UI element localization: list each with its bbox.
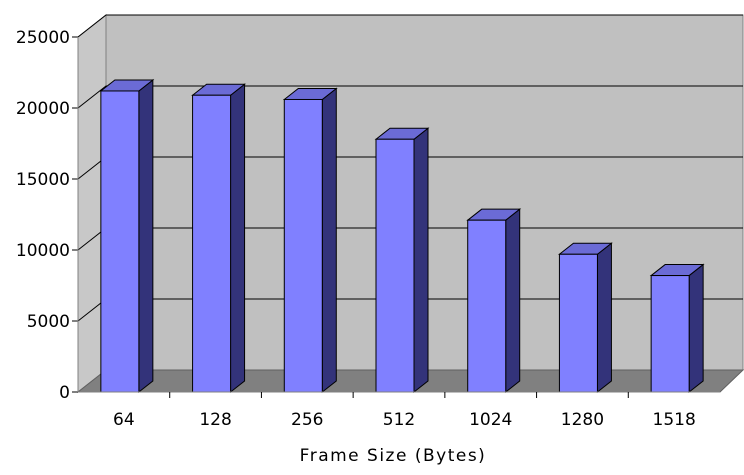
y-tick-label: 15000: [16, 170, 70, 190]
x-tick-label: 256: [291, 410, 323, 430]
gridline: [77, 14, 743, 38]
bar-front-face: [650, 275, 690, 393]
bar-side-face: [688, 263, 704, 394]
y-tick-label: 5000: [27, 312, 70, 332]
bar-side-face: [230, 83, 246, 394]
bar-front-face: [283, 98, 323, 393]
bar: [99, 78, 155, 394]
bar-side-face: [596, 242, 612, 394]
bar-side-face: [413, 127, 429, 394]
bar: [191, 83, 247, 394]
x-tick-label: 1024: [469, 410, 512, 430]
x-tick-label: 512: [383, 410, 415, 430]
x-tick-label: 128: [199, 410, 231, 430]
bar: [557, 242, 613, 394]
bar-front-face: [467, 219, 507, 393]
bar-front-face: [375, 138, 415, 393]
bar-side-face: [505, 208, 521, 394]
bar: [282, 87, 338, 394]
y-tick-label: 25000: [16, 28, 70, 48]
bar-side-face: [138, 78, 154, 394]
gridline: [77, 85, 743, 109]
bar-front-face: [558, 253, 598, 393]
x-tick-label: 1518: [653, 410, 696, 430]
y-tick-label: 10000: [16, 241, 70, 261]
x-tick-label: 64: [113, 410, 135, 430]
y-tick-label: 0: [59, 383, 70, 403]
x-tick-label: 1280: [561, 410, 604, 430]
bar-front-face: [100, 90, 140, 393]
y-tick-label: 20000: [16, 99, 70, 119]
bar: [649, 263, 705, 394]
bar: [374, 127, 430, 394]
bar: [466, 208, 522, 394]
bar-side-face: [321, 87, 337, 394]
x-axis-label: Frame Size (Bytes): [300, 446, 487, 466]
bar-front-face: [192, 94, 232, 393]
